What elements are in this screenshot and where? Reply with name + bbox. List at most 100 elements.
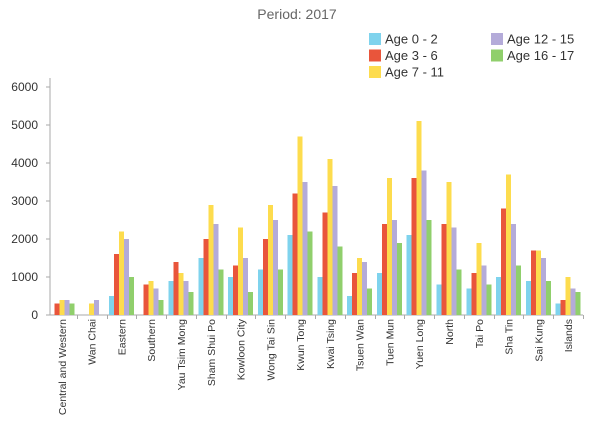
bar-age-7-11-wong-tai-sin <box>267 204 273 315</box>
bar-age-12-15-tai-po <box>481 265 487 315</box>
bar-age-3-6-islands <box>560 299 566 315</box>
bar-age-12-15-tsuen-wan <box>362 261 368 315</box>
bar-age-7-11-kwai-tsing <box>327 159 333 315</box>
bar-age-12-15-kwai-tsing <box>332 185 338 315</box>
bar-age-0-2-wong-tai-sin <box>257 269 263 315</box>
y-tick-label: 2000 <box>11 232 38 246</box>
bar-age-3-6-kowloon-city <box>233 265 239 315</box>
bar-age-0-2-tuen-mun <box>376 273 382 315</box>
bar-age-7-11-kowloon-city <box>238 227 244 315</box>
legend-label: Age 7 - 11 <box>385 65 444 80</box>
bar-age-16-17-tai-po <box>486 284 492 315</box>
bar-age-3-6-sai-kung <box>530 250 536 315</box>
bar-age-3-6-tai-po <box>471 273 477 315</box>
legend-swatch <box>491 49 503 62</box>
bar-age-3-6-kwun-tong <box>292 193 298 315</box>
x-tick-label-southern: Southern <box>146 319 158 362</box>
bar-age-7-11-islands <box>565 277 571 315</box>
bar-age-16-17-islands <box>575 292 581 315</box>
bar-age-16-17-kwun-tong <box>307 231 313 315</box>
bar-age-3-6-sha-tin <box>501 208 507 315</box>
bar-age-16-17-north <box>456 269 462 315</box>
legend-swatch <box>369 49 381 62</box>
bar-age-16-17-southern <box>158 299 164 315</box>
bar-age-0-2-kwai-tsing <box>317 277 323 315</box>
bar-age-0-2-eastern <box>108 296 114 315</box>
bar-age-0-2-kwun-tong <box>287 235 293 315</box>
bar-age-3-6-southern <box>143 284 149 315</box>
x-tick-label-kwun-tong: Kwun Tong <box>295 319 307 371</box>
bar-age-16-17-yuen-long <box>426 220 432 315</box>
y-tick-label: 5000 <box>11 118 38 132</box>
bar-age-12-15-southern <box>153 288 159 315</box>
bar-age-7-11-southern <box>148 280 154 315</box>
bar-age-12-15-sham-shui-po <box>213 223 219 315</box>
chart-title: Period: 2017 <box>257 6 337 22</box>
bar-age-3-6-kwai-tsing <box>322 212 328 315</box>
x-tick-label-kwai-tsing: Kwai Tsing <box>325 319 337 369</box>
legend-item-age-12-15[interactable]: Age 12 - 15 <box>491 32 574 47</box>
bar-age-16-17-yau-tsim-mong <box>188 292 194 315</box>
bar-age-3-6-yuen-long <box>411 178 417 315</box>
bar-age-16-17-kowloon-city <box>248 292 254 315</box>
x-tick-label-kowloon-city: Kowloon City <box>236 318 248 380</box>
bar-age-7-11-wan-chai <box>89 303 95 315</box>
bar-age-7-11-tsuen-wan <box>357 258 363 315</box>
bar-age-12-15-kowloon-city <box>243 258 249 315</box>
bar-age-3-6-eastern <box>113 254 119 315</box>
x-tick-label-tuen-mun: Tuen Mun <box>384 319 396 366</box>
bar-age-12-15-north <box>451 227 457 315</box>
bar-age-16-17-tuen-mun <box>396 242 402 315</box>
bar-age-7-11-tuen-mun <box>386 178 392 315</box>
bar-age-7-11-yuen-long <box>416 121 422 315</box>
bar-age-12-15-tuen-mun <box>391 220 397 315</box>
legend-item-age-16-17[interactable]: Age 16 - 17 <box>491 48 574 63</box>
x-tick-label-yau-tsim-mong: Yau Tsim Mong <box>176 319 188 391</box>
bar-age-16-17-sha-tin <box>516 265 522 315</box>
bar-age-12-15-islands <box>570 288 576 315</box>
legend-item-age-0-2[interactable]: Age 0 - 2 <box>369 32 438 47</box>
legend-swatch <box>491 33 503 45</box>
bar-age-12-15-wong-tai-sin <box>272 220 278 315</box>
y-axis: 0 1000 2000 3000 4000 5000 6000 <box>11 78 51 322</box>
bar-age-0-2-yuen-long <box>406 235 412 315</box>
bar-age-16-17-sham-shui-po <box>218 269 224 315</box>
legend-item-age-7-11[interactable]: Age 7 - 11 <box>369 65 444 80</box>
legend-item-age-3-6[interactable]: Age 3 - 6 <box>369 48 438 63</box>
bar-age-0-2-tsuen-wan <box>347 296 353 315</box>
legend-label: Age 3 - 6 <box>385 48 438 63</box>
bar-age-0-2-sham-shui-po <box>198 258 204 315</box>
bar-age-16-17-eastern <box>128 277 134 315</box>
bar-age-0-2-yau-tsim-mong <box>168 280 174 315</box>
legend-label: Age 12 - 15 <box>507 32 574 47</box>
x-tick-label-tai-po: Tai Po <box>474 319 486 348</box>
bar-age-0-2-north <box>436 284 442 315</box>
legend-swatch <box>369 33 381 45</box>
bar-age-16-17-central-and-western <box>69 303 75 315</box>
legend-label: Age 16 - 17 <box>507 48 574 63</box>
y-tick-label: 1000 <box>11 270 38 284</box>
bar-age-7-11-sham-shui-po <box>208 204 214 315</box>
x-tick-label-yuen-long: Yuen Long <box>414 319 426 369</box>
bar-age-16-17-sai-kung <box>545 280 551 315</box>
x-tick-label-north: North <box>444 319 456 345</box>
bar-age-0-2-islands <box>555 303 561 315</box>
bar-age-7-11-sha-tin <box>506 174 512 315</box>
bar-age-3-6-central-and-western <box>54 303 60 315</box>
bar-age-16-17-kwai-tsing <box>337 246 343 315</box>
bar-age-0-2-sha-tin <box>496 277 502 315</box>
x-tick-label-sai-kung: Sai Kung <box>533 319 545 362</box>
bar-age-7-11-tai-po <box>476 242 482 315</box>
bar-series-group <box>54 121 581 315</box>
bar-age-7-11-eastern <box>118 231 124 315</box>
x-tick-label-wong-tai-sin: Wong Tai Sin <box>265 319 277 381</box>
bar-age-0-2-sai-kung <box>525 280 531 315</box>
bar-age-0-2-kowloon-city <box>228 277 234 315</box>
y-tick-label: 6000 <box>11 80 38 94</box>
bar-age-3-6-tsuen-wan <box>352 273 358 315</box>
legend-swatch <box>369 66 381 78</box>
bar-age-12-15-kwun-tong <box>302 182 308 315</box>
bar-age-3-6-tuen-mun <box>381 223 387 315</box>
